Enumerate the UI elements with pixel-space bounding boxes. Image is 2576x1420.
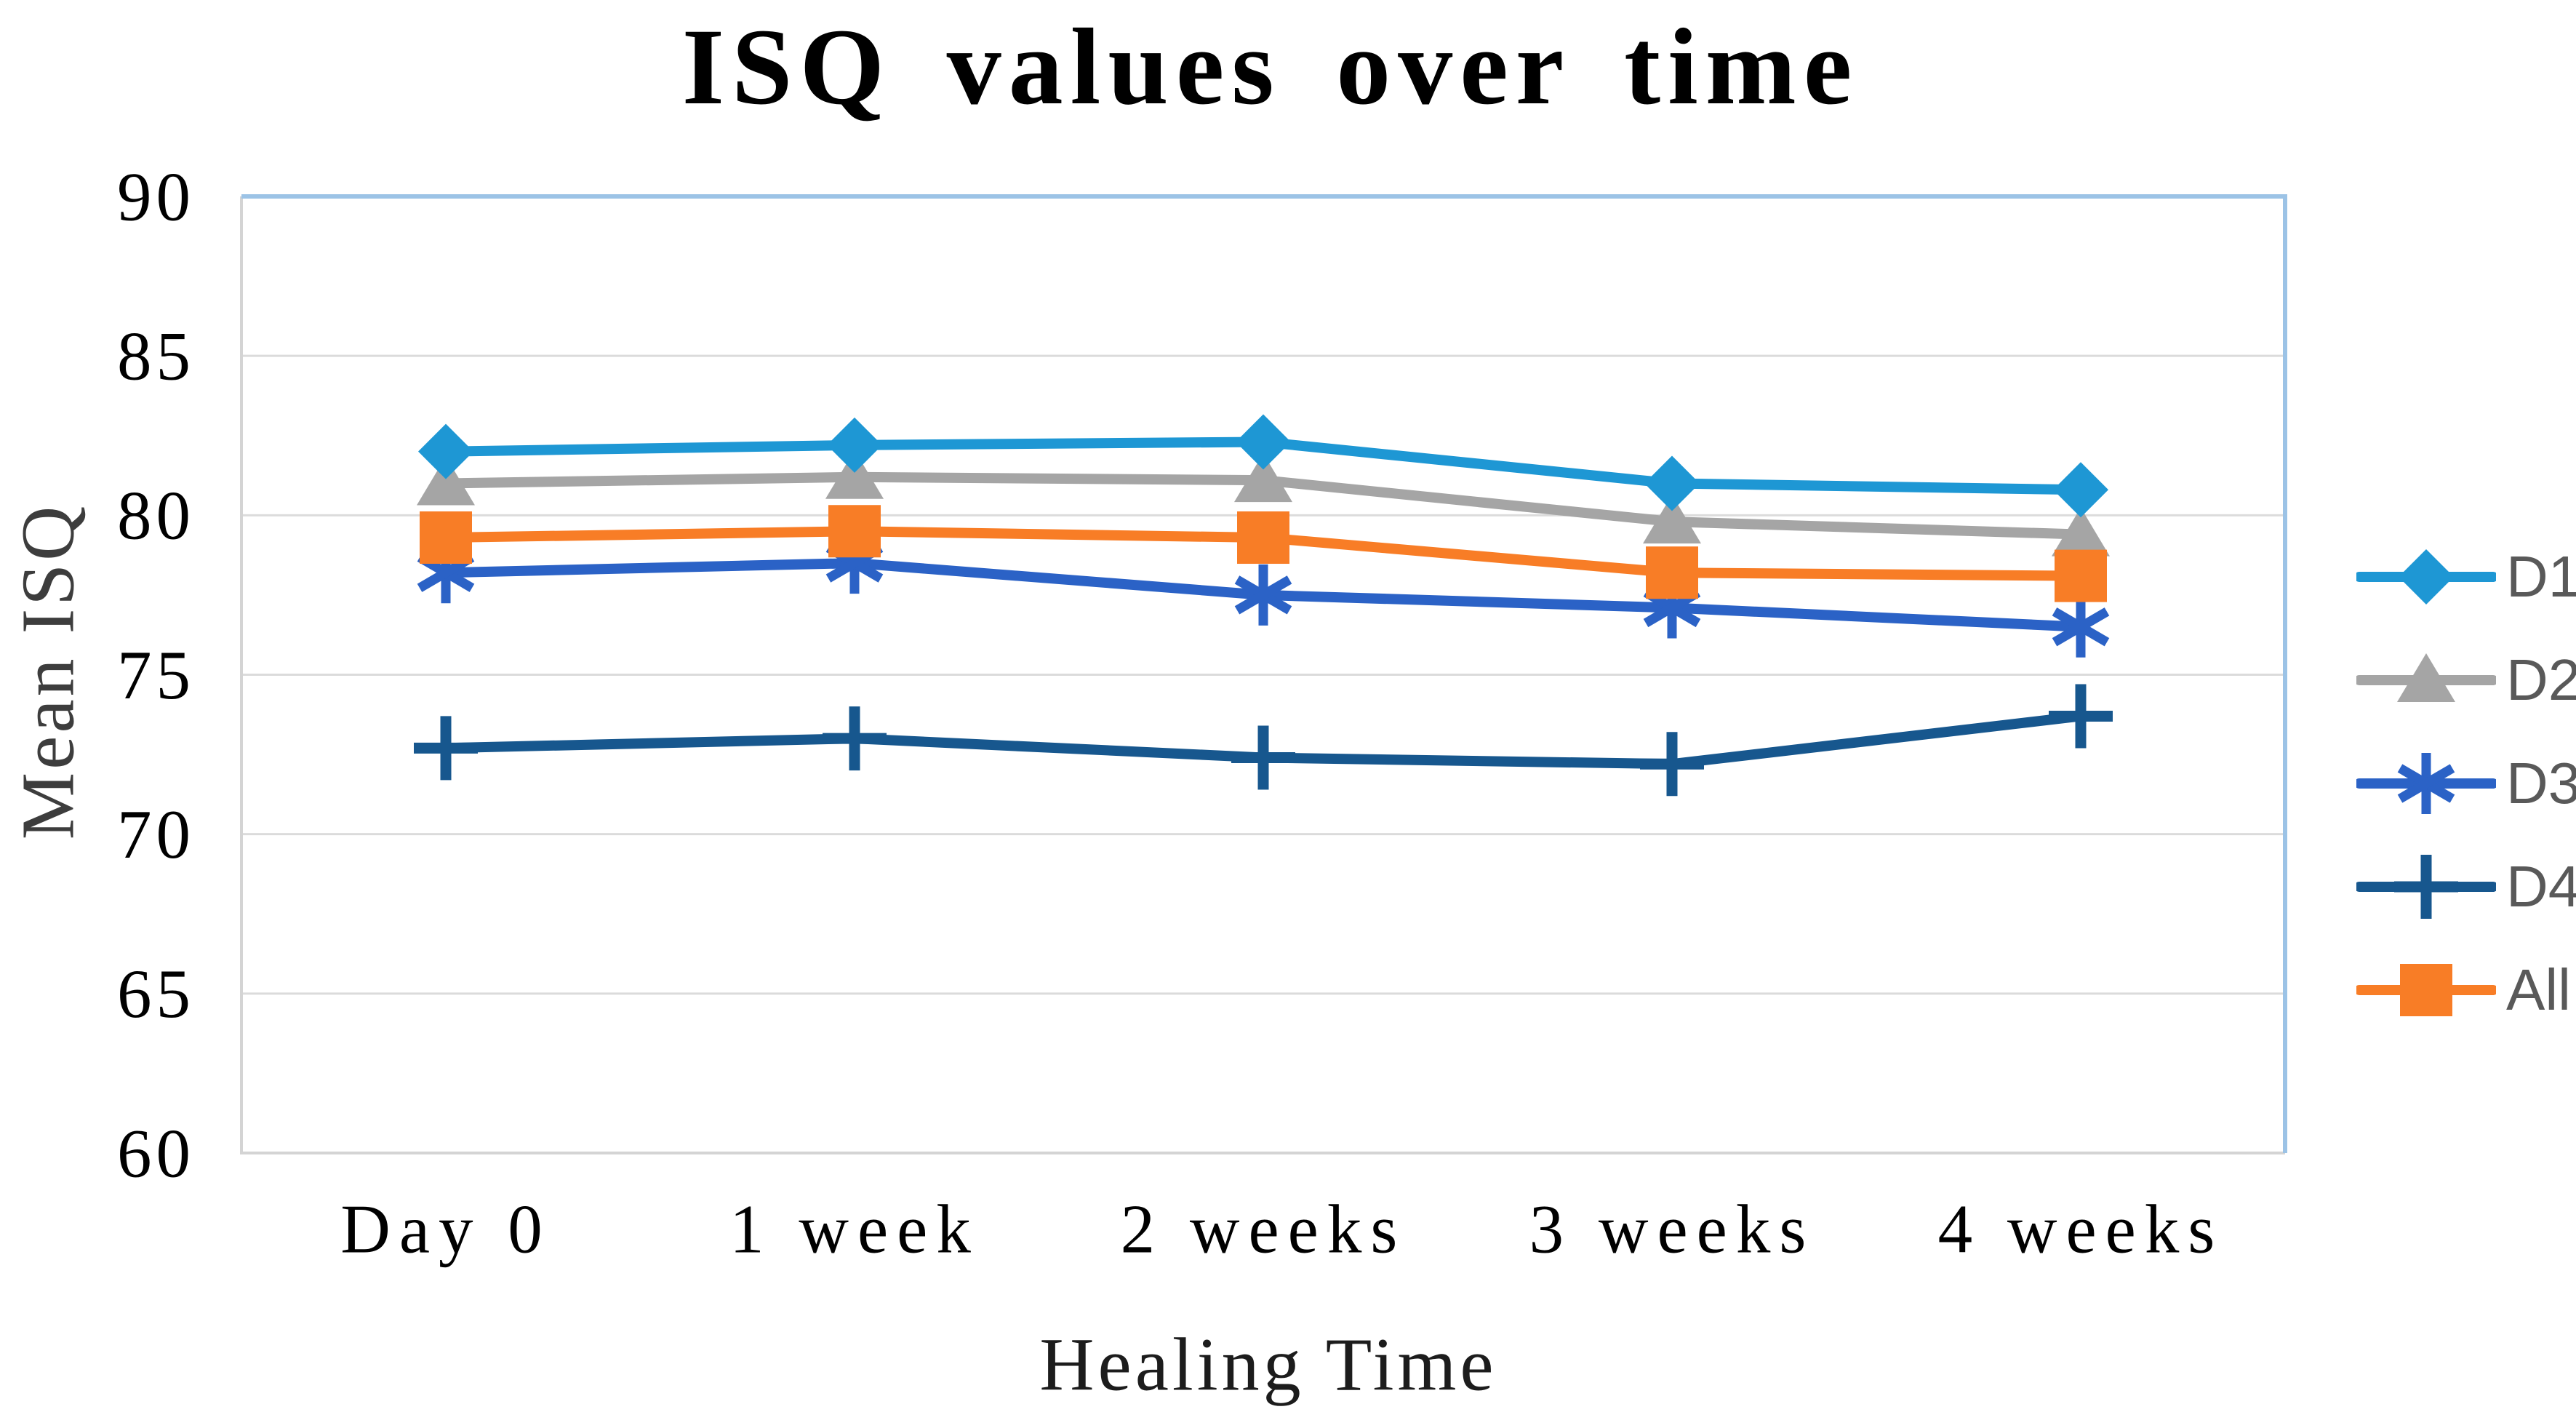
svg-text:80: 80 (117, 477, 195, 554)
legend: D1 D2 D3 D4 All (2356, 525, 2576, 1042)
legend-item-d4: D4 (2356, 835, 2576, 938)
legend-label-d1: D1 (2506, 544, 2576, 609)
all-line-marker-swatch (2356, 964, 2496, 1016)
svg-text:90: 90 (117, 158, 195, 235)
legend-label-d3: D3 (2506, 751, 2576, 815)
d1-line-marker-swatch (2356, 549, 2496, 605)
x-axis-title: Healing Time (1039, 1323, 1497, 1407)
svg-text:2 weeks: 2 weeks (1121, 1190, 1407, 1267)
legend-label-d4: D4 (2506, 854, 2576, 919)
y-axis-title: Mean ISQ (6, 503, 90, 840)
svg-text:60: 60 (117, 1114, 195, 1192)
svg-text:Day 0: Day 0 (340, 1190, 551, 1267)
legend-label-all: All (2506, 957, 2571, 1022)
svg-text:75: 75 (117, 637, 195, 714)
svg-text:1 week: 1 week (729, 1190, 980, 1267)
svg-text:70: 70 (117, 796, 195, 873)
svg-text:4 weeks: 4 weeks (1938, 1190, 2224, 1267)
legend-item-all: All (2356, 938, 2576, 1042)
d4-line-marker-swatch (2356, 855, 2496, 919)
chart-title: ISQ values over time (681, 7, 1860, 127)
d2-line-marker-swatch (2356, 653, 2496, 702)
legend-label-d2: D2 (2506, 647, 2576, 712)
svg-text:85: 85 (117, 317, 195, 394)
legend-item-d1: D1 (2356, 525, 2576, 629)
legend-item-d3: D3 (2356, 732, 2576, 835)
d3-line-marker-swatch (2356, 753, 2496, 814)
legend-item-d2: D2 (2356, 629, 2576, 732)
svg-text:65: 65 (117, 955, 195, 1032)
svg-text:3 weeks: 3 weeks (1529, 1190, 1815, 1267)
